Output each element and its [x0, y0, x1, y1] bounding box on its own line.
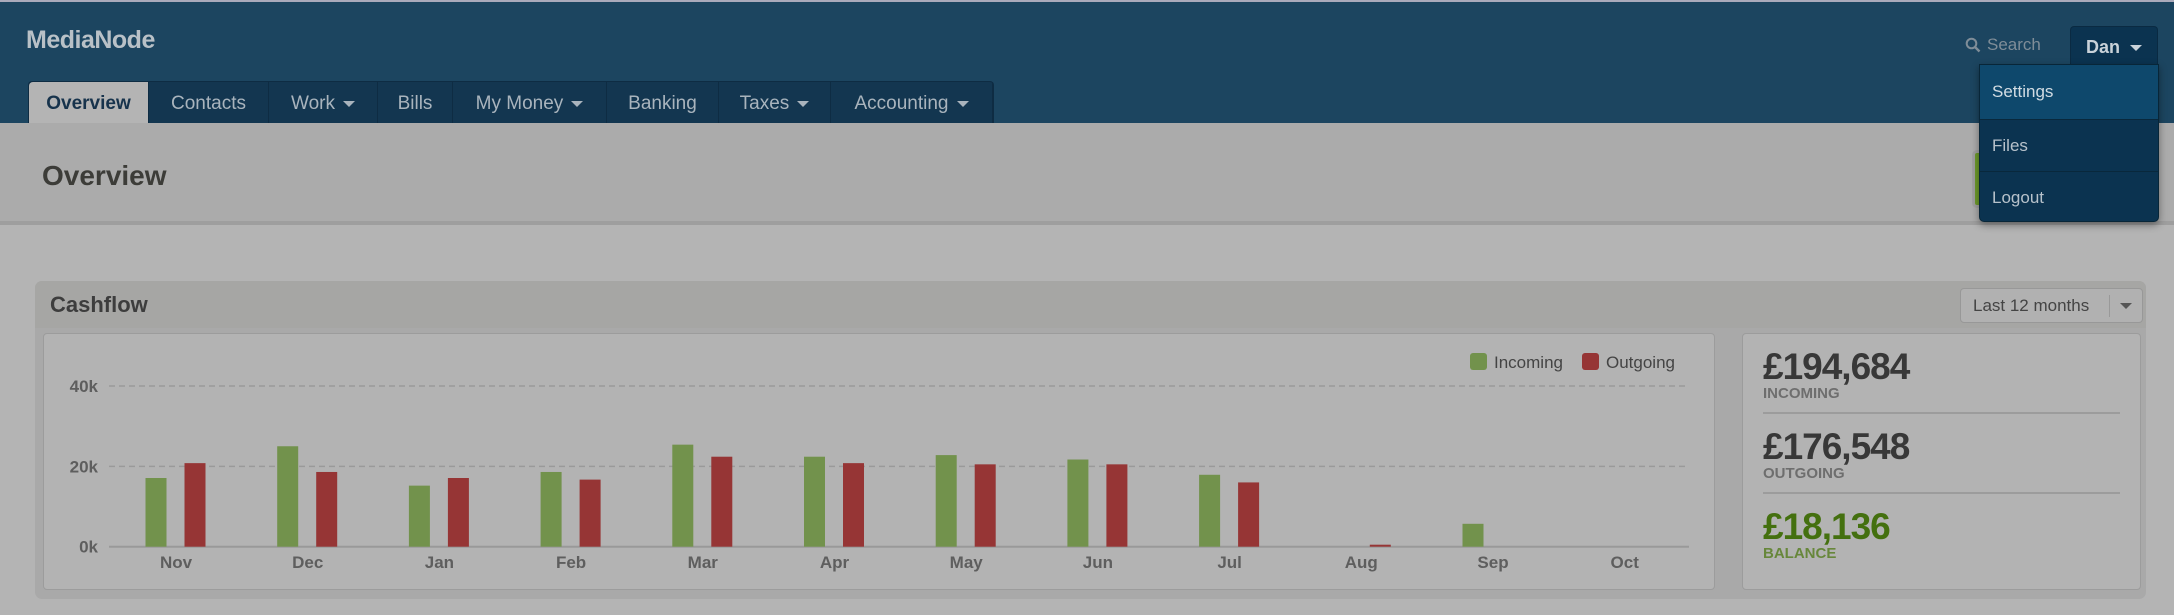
- bar-outgoing: [1106, 464, 1128, 547]
- bar-incoming: [1067, 459, 1089, 547]
- bar-outgoing: [447, 478, 469, 547]
- stat-amount: £194,684: [1763, 346, 1910, 387]
- tab-accounting[interactable]: Accounting: [831, 82, 993, 126]
- panel-header: Cashflow Last 12 months: [35, 281, 2146, 328]
- stat-amount: £176,548: [1763, 426, 1910, 467]
- chevron-down-icon: [571, 101, 584, 107]
- stat-amount: £18,136: [1763, 506, 1891, 547]
- bar-incoming: [935, 455, 957, 547]
- tab-label: Overview: [46, 93, 131, 114]
- user-dropdown-menu: Settings Files Logout: [1979, 64, 2159, 222]
- legend-label: Incoming: [1494, 353, 1563, 372]
- x-tick-label: Feb: [556, 553, 586, 572]
- x-tick-label: Mar: [688, 553, 719, 572]
- tab-banking[interactable]: Banking: [607, 82, 719, 126]
- x-tick-label: Jul: [1217, 553, 1242, 572]
- stat-label: INCOMING: [1763, 385, 1840, 402]
- user-menu-button[interactable]: Dan: [2070, 26, 2158, 68]
- user-name: Dan: [2085, 37, 2120, 57]
- bar-outgoing: [579, 479, 601, 547]
- tab-label: Work: [291, 93, 335, 114]
- chevron-down-icon: [342, 101, 355, 107]
- chevron-down-icon: [2120, 302, 2132, 309]
- x-tick-label: Dec: [292, 553, 323, 572]
- chevron-down-icon: [2130, 44, 2142, 51]
- tab-work[interactable]: Work: [269, 82, 378, 126]
- page-title: Overview: [42, 160, 167, 191]
- x-tick-label: Apr: [820, 553, 850, 572]
- tab-bills[interactable]: Bills: [378, 82, 453, 126]
- x-tick-label: May: [950, 553, 984, 572]
- bar-incoming: [1199, 474, 1221, 547]
- main-nav: Overview Contacts Work Bills My Money Banking…: [28, 81, 994, 126]
- tab-label: Bills: [397, 93, 433, 114]
- bar-incoming: [145, 478, 167, 547]
- bar-outgoing: [711, 456, 733, 547]
- legend-swatch-incoming: [1470, 353, 1487, 370]
- x-tick-label: Aug: [1345, 553, 1378, 572]
- tab-my-money[interactable]: My Money: [453, 82, 607, 126]
- menu-item-logout[interactable]: Logout: [1992, 188, 2044, 207]
- stat-outgoing: £176,548 OUTGOING: [1763, 414, 2120, 494]
- bar-outgoing: [1369, 544, 1391, 547]
- panel-title: Cashflow: [50, 292, 148, 317]
- chart-svg: 0k 20k 40k Nov Dec Jan Feb Mar Apr May Jun Jul Aug Se…: [70, 353, 1689, 572]
- menu-item-files[interactable]: Files: [1980, 120, 2158, 172]
- x-tick-label: Sep: [1477, 553, 1508, 572]
- top-header: MediaNode Overview Contacts Work Bills My Mo…: [0, 0, 2174, 126]
- bar-incoming: [1462, 523, 1484, 547]
- bar-incoming: [672, 444, 694, 547]
- tab-label: Contacts: [171, 93, 246, 114]
- bar-incoming: [408, 485, 430, 547]
- tab-label: Banking: [628, 93, 697, 114]
- bar-outgoing: [184, 463, 206, 547]
- menu-item-settings[interactable]: Settings: [1980, 65, 2158, 120]
- legend-swatch-outgoing: [1582, 353, 1599, 370]
- bar-outgoing: [843, 463, 864, 547]
- range-value: Last 12 months: [1973, 295, 2090, 315]
- brand-logo[interactable]: MediaNode: [26, 26, 155, 54]
- tab-contacts[interactable]: Contacts: [149, 82, 269, 126]
- chevron-down-icon: [956, 101, 969, 107]
- x-tick-label: Oct: [1611, 553, 1640, 572]
- tab-overview[interactable]: Overview: [29, 82, 149, 126]
- stat-incoming: £194,684 INCOMING: [1763, 334, 2120, 414]
- search-label: Search: [1987, 35, 2041, 54]
- search-icon: [1965, 37, 1981, 53]
- stat-balance: £18,136 BALANCE: [1763, 494, 2120, 574]
- bar-incoming: [540, 471, 562, 547]
- divider: [2109, 294, 2110, 317]
- stat-label: OUTGOING: [1763, 465, 1845, 482]
- bar-outgoing: [316, 471, 338, 547]
- x-tick-label: Nov: [160, 553, 193, 572]
- tab-label: My Money: [475, 93, 564, 114]
- tab-taxes[interactable]: Taxes: [719, 82, 831, 126]
- chevron-down-icon: [797, 101, 810, 107]
- y-tick-label: 20k: [70, 457, 99, 476]
- search-button[interactable]: Search: [1965, 35, 2041, 55]
- cashflow-panel: Cashflow Last 12 months 0k 20k 40k Nov Dec Ja…: [35, 281, 2146, 599]
- bar-outgoing: [974, 464, 996, 547]
- stat-label: BALANCE: [1763, 545, 1837, 562]
- bar-incoming: [804, 456, 825, 547]
- legend-label: Outgoing: [1606, 353, 1675, 372]
- x-tick-label: Jun: [1083, 553, 1113, 572]
- y-tick-label: 40k: [70, 377, 99, 396]
- tab-label: Taxes: [739, 93, 790, 114]
- tab-label: Accounting: [854, 93, 949, 114]
- page-header: [0, 123, 2174, 225]
- y-tick-label: 0k: [79, 538, 98, 557]
- range-select[interactable]: Last 12 months: [1960, 288, 2143, 323]
- cashflow-stats: £194,684 INCOMING £176,548 OUTGOING £18,…: [1742, 333, 2141, 590]
- cashflow-chart: 0k 20k 40k Nov Dec Jan Feb Mar Apr May Jun Jul Aug Se…: [43, 333, 1715, 590]
- bar-outgoing: [1238, 482, 1260, 547]
- x-tick-label: Jan: [425, 553, 454, 572]
- bar-incoming: [277, 446, 299, 547]
